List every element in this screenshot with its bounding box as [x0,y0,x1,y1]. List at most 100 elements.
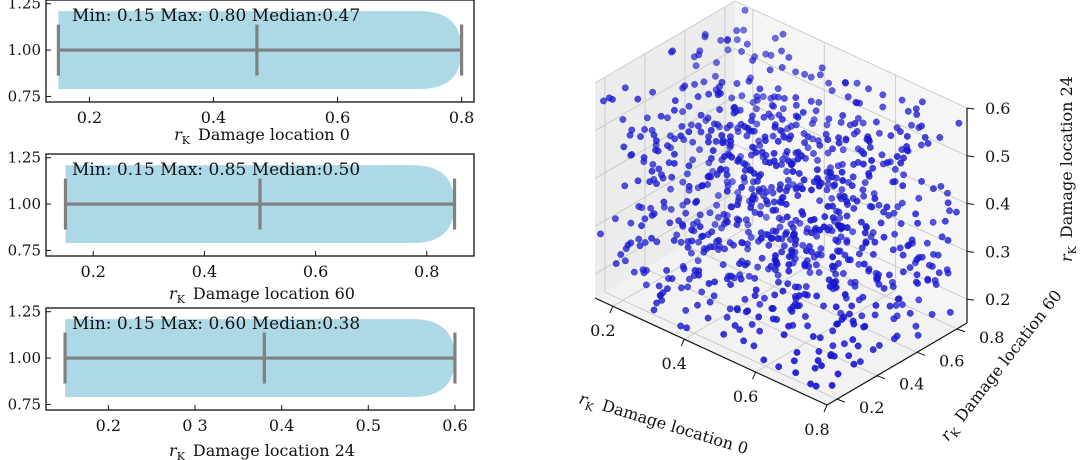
scatter3d-point [670,237,678,244]
scatter3d-point [871,311,879,319]
scatter3d-point [700,248,708,256]
scatter3d-grid-back-z [734,96,968,204]
scatter3d-ztick-mark [966,298,975,301]
panel-2-ytick-group: 0.75 1.00 1.25 [8,149,51,259]
scatter3d-point [829,253,836,261]
scatter3d-point [612,260,620,267]
scatter3d-point [896,244,904,252]
scatter3d-point [718,78,726,86]
scatter3d-point [740,174,748,181]
scatter3d-point [816,141,824,149]
scatter3d-point [799,241,807,249]
scatter3d-zlabel-subscript: K [1066,245,1079,254]
scatter3d-point [891,335,898,343]
scatter3d-point [721,153,728,160]
scatter3d-point [801,139,808,147]
scatter3d-ytick-label: 0.8 [979,328,1004,347]
scatter3d-point [885,211,893,219]
scatter3d-point [642,281,650,289]
scatter3d-point [836,247,844,255]
scatter3d-point [649,160,657,168]
scatter3d-ztick-label: 0.4 [985,195,1010,214]
scatter3d-point [700,78,708,86]
scatter3d-point [757,229,765,237]
panel-3-ytick-group: 0.75 1.00 1.25 [8,303,51,413]
scatter3d-point [868,157,875,164]
scatter3d-point [828,381,836,389]
panel-3-xtick-label: 0.5 [356,416,381,435]
scatter3d-point [671,97,679,105]
scatter3d-point [859,186,867,194]
scatter3d-point [732,108,740,115]
scatter3d-point [835,208,843,216]
scatter3d-point [815,99,823,106]
scatter3d-point [675,217,683,225]
scatter3d-point [926,261,933,269]
scatter3d-point [818,362,825,369]
scatter3d-point [695,51,703,59]
scatter3d-point [734,157,742,165]
scatter3d-point [913,271,921,279]
scatter3d-point [741,123,748,131]
panel-2-xtick-label: 0.8 [414,262,439,281]
scatter3d-point [756,85,764,93]
scatter3d-point [655,165,663,173]
scatter3d-point [780,331,788,339]
scatter3d-floor-pane [595,216,967,405]
scatter3d-point [894,203,902,211]
scatter3d-point [903,132,911,140]
scatter3d-point [685,162,693,170]
scatter3d-point [671,159,678,167]
scatter3d-point [816,197,823,205]
scatter3d-point [749,143,756,151]
scatter3d-point [847,256,854,264]
scatter3d-point [745,228,752,236]
scatter3d-point [858,218,865,226]
scatter3d-point [762,137,769,145]
scatter3d-point [849,173,857,181]
scatter3d-point [826,283,834,290]
scatter3d-point [860,150,868,158]
scatter3d-point [640,269,648,277]
scatter3d-xtick-mark [609,306,614,314]
scatter3d-point [792,216,800,224]
scatter3d-point [622,257,629,265]
scatter3d-point [843,238,851,246]
scatter3d-point [726,121,734,129]
scatter3d-point [899,182,907,190]
scatter3d-point [897,220,905,228]
scatter3d-point [801,70,808,78]
scatter3d-point [809,120,816,128]
scatter3d-point [733,36,741,44]
scatter3d-point [835,259,842,267]
scatter3d-point [879,91,887,99]
scatter3d-point [626,131,634,139]
scatter3d-point [858,312,866,320]
panel-3-ytick-label: 1.25 [8,303,41,321]
scatter3d-point [816,71,824,79]
scatter3d-point [770,149,778,157]
scatter3d-point [785,261,793,268]
scatter3d-point [741,261,749,269]
scatter3d-point [740,337,747,345]
scatter3d-ytick-label: 0.2 [859,398,884,417]
panel-1-xlabel-text: Damage location 0 [198,125,350,144]
scatter3d-point [664,142,671,150]
scatter3d-point [914,219,921,227]
panel-3-xtick-label: 0.2 [96,416,121,435]
scatter3d-point [854,342,862,350]
scatter3d-point [679,108,686,116]
scatter3d-point [635,235,643,243]
scatter3d-points [597,6,963,390]
scatter3d-point [681,82,689,90]
scatter3d-point [754,263,761,271]
scatter3d-point [784,176,792,184]
scatter3d-ztick-label: 0.2 [985,290,1010,309]
scatter3d-panel: 0.20.40.60.8 0.20.40.60.8 0.20.30.40.50.… [577,0,1079,458]
scatter3d-point [717,90,724,97]
panel-1-xlabel: rK Damage location 0 [174,125,350,147]
scatter3d-point [716,106,723,114]
panel-3-xtick-label: 0.6 [442,416,467,435]
scatter3d-point [906,309,914,317]
scatter3d-point [683,324,691,332]
